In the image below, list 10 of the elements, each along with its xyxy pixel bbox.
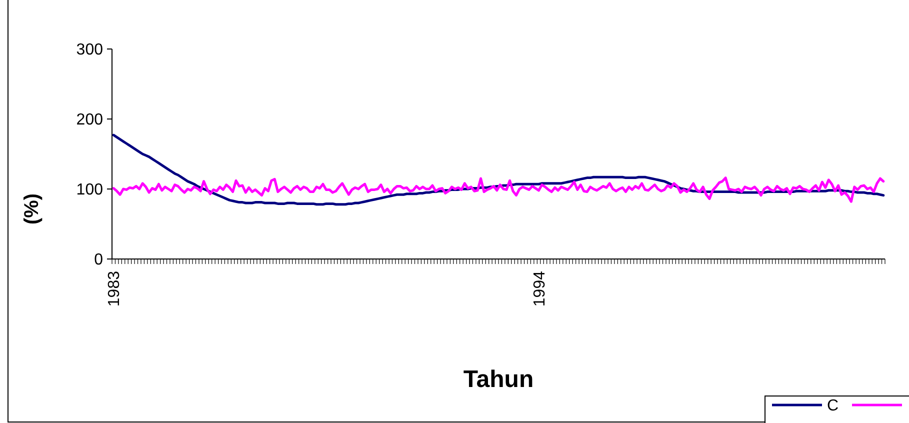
x-tick-label: 1994 bbox=[531, 270, 548, 307]
line-series bbox=[112, 176, 885, 203]
y-tick-label: 200 bbox=[76, 112, 104, 129]
y-tick-label: 300 bbox=[76, 42, 104, 59]
y-tick-label: 100 bbox=[76, 182, 104, 199]
y-axis-title: (%) bbox=[21, 193, 43, 225]
y-tick-label: 0 bbox=[94, 252, 104, 269]
x-tick-label: 1983 bbox=[106, 270, 124, 307]
legend-label: C bbox=[827, 398, 839, 415]
x-axis-title: Tahun bbox=[463, 366, 534, 393]
